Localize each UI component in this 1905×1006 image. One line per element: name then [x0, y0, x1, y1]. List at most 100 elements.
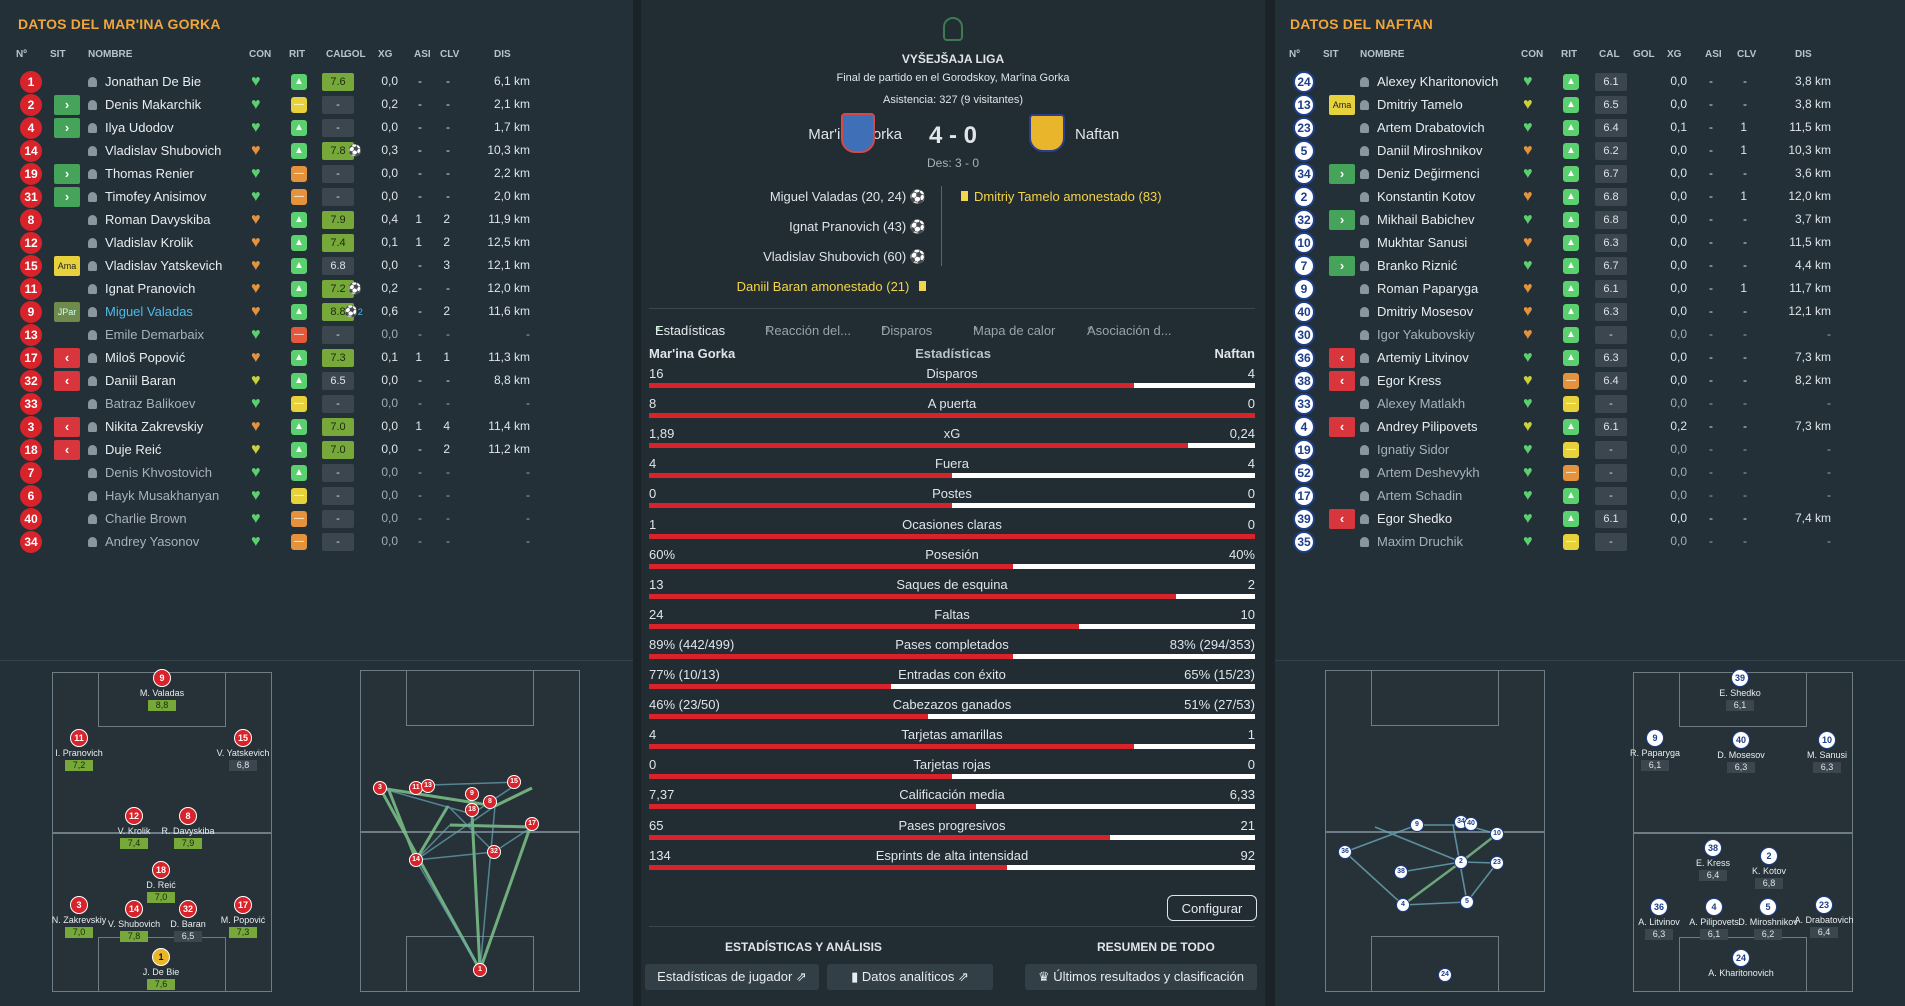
col-no[interactable]: Nº — [1289, 49, 1300, 60]
player-name[interactable]: Ilya Udodov — [105, 120, 174, 135]
player-name[interactable]: Alexey Matlakh — [1377, 396, 1466, 411]
player-name[interactable]: Deniz Değirmenci — [1377, 166, 1480, 181]
col-sit[interactable]: SIT — [50, 49, 66, 60]
player-name[interactable]: Vladislav Shubovich — [105, 143, 222, 158]
table-row[interactable]: 40 Dmitriy Mosesov ♥ ▲ 6.3 0,0 - - 12,1 km — [1275, 298, 1905, 326]
formation-player-marker[interactable]: 10 — [1818, 731, 1836, 749]
table-row[interactable]: 3 ‹ Nikita Zakrevskiy ♥ ▲ 7.0 0,0 1 4 11,4 km — [0, 413, 633, 441]
table-row[interactable]: 19 › Thomas Renier ♥ — -0,0- -2,2 km — [0, 160, 633, 188]
table-row[interactable]: 2 Konstantin Kotov ♥ ▲ 6.8 0,0 - 1 12,0 km — [1275, 183, 1905, 211]
formation-player-marker[interactable]: 36 — [1650, 898, 1668, 916]
table-row[interactable]: 31 › Timofey Anisimov ♥ — -0,0- -2,0 km — [0, 183, 633, 211]
player-name[interactable]: Denis Makarchik — [105, 97, 202, 112]
player-name[interactable]: Denis Khvostovich — [105, 465, 212, 480]
player-name[interactable]: Egor Kress — [1377, 373, 1442, 388]
player-name[interactable]: Alexey Kharitonovich — [1377, 74, 1499, 89]
table-row[interactable]: 5 Daniil Miroshnikov ♥ ▲ 6.2 0,0 - 1 10,3 km — [1275, 137, 1905, 165]
player-name[interactable]: Dmitriy Mosesov — [1377, 304, 1474, 319]
player-name[interactable]: Mikhail Babichev — [1377, 212, 1475, 227]
col-clv[interactable]: CLV — [440, 49, 460, 60]
col-asi[interactable]: ASI — [414, 49, 431, 60]
formation-player-marker[interactable]: 39 — [1731, 669, 1749, 687]
formation-player-marker[interactable]: 15 — [234, 729, 252, 747]
col-con[interactable]: CON — [1521, 49, 1544, 60]
col-nombre[interactable]: NOMBRE — [88, 49, 133, 60]
table-row[interactable]: 34 › Deniz Değirmenci ♥ ▲ 6.7 0,0 - - 3,6 km — [1275, 160, 1905, 188]
table-row[interactable]: 13 Emile Demarbaix ♥ — -0,0- - - — [0, 321, 633, 349]
results-button[interactable]: ♛ Últimos resultados y clasificación — [1025, 964, 1257, 990]
formation-player-marker[interactable]: 24 — [1732, 949, 1750, 967]
table-row[interactable]: 24 Alexey Kharitonovich ♥ ▲ 6.1 0,0 - - 3,8 km — [1275, 68, 1905, 96]
table-row[interactable]: 13 Ama Dmitriy Tamelo ♥ ▲ 6.5 0,0 - - 3,8 km — [1275, 91, 1905, 119]
formation-player-marker[interactable]: 8 — [179, 807, 197, 825]
player-name[interactable]: Maxim Druchik — [1377, 534, 1463, 549]
away-team-name[interactable]: Naftan — [1075, 126, 1120, 143]
formation-player-marker[interactable]: 40 — [1732, 731, 1750, 749]
table-row[interactable]: 33 Batraz Balikoev ♥ — -0,0- - - — [0, 390, 633, 418]
table-row[interactable]: 32 ‹ Daniil Baran ♥ ▲ 6.5 0,0 - - 8,8 km — [0, 367, 633, 395]
player-stats-button[interactable]: Estadísticas de jugador ⇗ — [645, 964, 819, 990]
table-row[interactable]: 19 Ignatiy Sidor ♥ — -0,0- - - — [1275, 436, 1905, 464]
formation-player-marker[interactable]: 2 — [1760, 847, 1778, 865]
player-name[interactable]: Batraz Balikoev — [105, 396, 196, 411]
player-name[interactable]: Jonathan De Bie — [105, 74, 202, 89]
table-row[interactable]: 9 JPar Miguel Valadas ♥ ▲ 8.8 ⚽2 0,6 - 2 11,6 km — [0, 298, 633, 326]
col-asi[interactable]: ASI — [1705, 49, 1722, 60]
table-row[interactable]: 17 Artem Schadin ♥ ▲ -0,0- - - — [1275, 482, 1905, 510]
player-name[interactable]: Duje Reić — [105, 442, 162, 457]
table-row[interactable]: 1 Jonathan De Bie ♥ ▲ 7.6 0,0 - - 6,1 km — [0, 68, 633, 96]
formation-player-marker[interactable]: 17 — [234, 896, 252, 914]
player-name[interactable]: Emile Demarbaix — [105, 327, 204, 342]
table-row[interactable]: 39 ‹ Egor Shedko ♥ ▲ 6.1 0,0 - - 7,4 km — [1275, 505, 1905, 533]
col-dis[interactable]: DIS — [494, 49, 511, 60]
player-name[interactable]: Igor Yakubovskiy — [1377, 327, 1475, 342]
table-row[interactable]: 30 Igor Yakubovskiy ♥ ▲ -0,0- - - — [1275, 321, 1905, 349]
player-name[interactable]: Miguel Valadas — [105, 304, 193, 319]
table-row[interactable]: 38 ‹ Egor Kress ♥ — 6.4 0,0 - - 8,2 km — [1275, 367, 1905, 395]
formation-player-marker[interactable]: 3 — [70, 896, 88, 914]
table-row[interactable]: 23 Artem Drabatovich ♥ ▲ 6.4 0,1 - 1 11,5 km — [1275, 114, 1905, 142]
player-name[interactable]: Roman Davyskiba — [105, 212, 211, 227]
col-rit[interactable]: RIT — [289, 49, 306, 60]
col-cal[interactable]: CAL — [326, 49, 347, 60]
player-name[interactable]: Daniil Baran — [105, 373, 176, 388]
col-nombre[interactable]: NOMBRE — [1360, 49, 1405, 60]
player-name[interactable]: Andrey Pilipovets — [1377, 419, 1478, 434]
col-con[interactable]: CON — [249, 49, 272, 60]
table-row[interactable]: 9 Roman Paparyga ♥ ▲ 6.1 0,0 - 1 11,7 km — [1275, 275, 1905, 303]
formation-player-marker[interactable]: 38 — [1704, 839, 1722, 857]
analytics-button[interactable]: ▮ Datos analíticos ⇗ — [827, 964, 993, 990]
col-no[interactable]: Nº — [16, 49, 27, 60]
table-row[interactable]: 6 Hayk Musakhanyan ♥ — -0,0- - - — [0, 482, 633, 510]
player-name[interactable]: Roman Paparyga — [1377, 281, 1479, 296]
table-row[interactable]: 40 Charlie Brown ♥ — -0,0- - - — [0, 505, 633, 533]
table-row[interactable]: 10 Mukhtar Sanusi ♥ ▲ 6.3 0,0 - - 11,5 km — [1275, 229, 1905, 257]
table-row[interactable]: 32 › Mikhail Babichev ♥ ▲ 6.8 0,0 - - 3,7 km — [1275, 206, 1905, 234]
col-gol[interactable]: GOL — [1633, 49, 1655, 60]
table-row[interactable]: 34 Andrey Yasonov ♥ — -0,0- - - — [0, 528, 633, 556]
col-sit[interactable]: SIT — [1323, 49, 1339, 60]
player-name[interactable]: Dmitriy Tamelo — [1377, 97, 1463, 112]
player-name[interactable]: Konstantin Kotov — [1377, 189, 1476, 204]
formation-player-marker[interactable]: 23 — [1815, 896, 1833, 914]
formation-player-marker[interactable]: 12 — [125, 807, 143, 825]
table-row[interactable]: 14 Vladislav Shubovich ♥ ▲ 7.8 ⚽ 0,3 - - 10,3 km — [0, 137, 633, 165]
player-name[interactable]: Artem Deshevykh — [1377, 465, 1480, 480]
table-row[interactable]: 7 Denis Khvostovich ♥ ▲ -0,0- - - — [0, 459, 633, 487]
table-row[interactable]: 52 Artem Deshevykh ♥ — -0,0- - - — [1275, 459, 1905, 487]
player-name[interactable]: Mukhtar Sanusi — [1377, 235, 1468, 250]
player-name[interactable]: Daniil Miroshnikov — [1377, 143, 1483, 158]
player-name[interactable]: Miloš Popović — [105, 350, 186, 365]
table-row[interactable]: 33 Alexey Matlakh ♥ — -0,0- - - — [1275, 390, 1905, 418]
table-row[interactable]: 18 ‹ Duje Reić ♥ ▲ 7.0 0,0 - 2 11,2 km — [0, 436, 633, 464]
formation-player-marker[interactable]: 18 — [152, 861, 170, 879]
table-row[interactable]: 12 Vladislav Krolik ♥ ▲ 7.4 0,1 1 2 12,5 km — [0, 229, 633, 257]
table-row[interactable]: 15 Ama Vladislav Yatskevich ♥ ▲ 6.8 0,0 - 3 12,1 … — [0, 252, 633, 280]
table-row[interactable]: 35 Maxim Druchik ♥ — -0,0- - - — [1275, 528, 1905, 556]
player-name[interactable]: Ignat Pranovich — [105, 281, 196, 296]
col-gol[interactable]: GOL — [344, 49, 366, 60]
player-name[interactable]: Artem Schadin — [1377, 488, 1463, 503]
player-name[interactable]: Egor Shedko — [1377, 511, 1453, 526]
formation-player-marker[interactable]: 5 — [1759, 898, 1777, 916]
formation-player-marker[interactable]: 32 — [179, 900, 197, 918]
